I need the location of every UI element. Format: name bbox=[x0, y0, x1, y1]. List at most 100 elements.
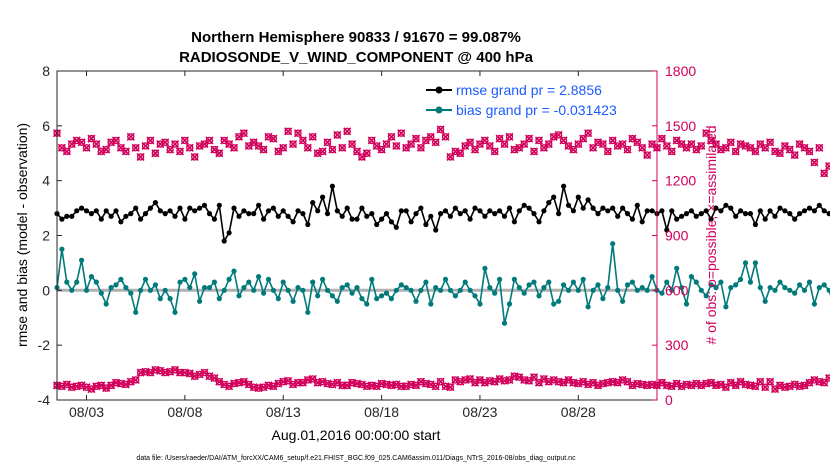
obs-marker bbox=[392, 141, 401, 151]
bias-point bbox=[600, 296, 606, 302]
obs-marker bbox=[215, 149, 224, 158]
rmse-point bbox=[364, 213, 370, 219]
bias-point bbox=[767, 285, 773, 291]
obs-marker bbox=[766, 377, 775, 386]
rmse-point bbox=[379, 216, 385, 222]
bias-point bbox=[118, 276, 124, 282]
bias-point bbox=[728, 285, 734, 291]
y-tick-label-right: 0 bbox=[665, 392, 673, 408]
bias-point bbox=[698, 287, 704, 293]
bias-point bbox=[688, 274, 695, 280]
bias-point bbox=[157, 296, 163, 302]
rmse-point bbox=[374, 221, 380, 228]
rmse-point bbox=[334, 208, 340, 214]
rmse-point bbox=[501, 213, 508, 219]
bias-point bbox=[669, 287, 675, 293]
bias-point bbox=[408, 287, 414, 293]
obs-marker bbox=[520, 140, 529, 149]
bias-point bbox=[147, 287, 153, 293]
obs-marker bbox=[229, 143, 239, 152]
obs-marker bbox=[825, 374, 830, 383]
y-tick-label-right: 300 bbox=[665, 337, 689, 353]
rmse-point bbox=[816, 202, 822, 208]
rmse-point bbox=[728, 205, 734, 211]
bias-point bbox=[138, 287, 144, 293]
rmse-point bbox=[113, 208, 119, 214]
bias-point bbox=[644, 287, 650, 293]
bias-point bbox=[123, 285, 129, 291]
rmse-point bbox=[344, 205, 350, 211]
rmse-point bbox=[585, 197, 591, 203]
y-tick-label-right: 1500 bbox=[665, 118, 696, 134]
obs-marker bbox=[279, 143, 288, 152]
bias-point bbox=[487, 285, 493, 291]
bias-point bbox=[231, 268, 237, 274]
rmse-point bbox=[605, 208, 611, 214]
bias-point bbox=[334, 298, 340, 304]
obs-marker bbox=[525, 134, 534, 143]
rmse-point bbox=[98, 216, 104, 222]
bias-point bbox=[324, 287, 331, 293]
bias-point bbox=[261, 290, 267, 296]
bias-point bbox=[59, 246, 65, 252]
y-axis-label-right: # of obs: o=possible; ×=assimilated bbox=[703, 125, 719, 344]
bias-point bbox=[192, 271, 198, 277]
rmse-point bbox=[462, 208, 468, 214]
bias-point bbox=[693, 279, 699, 285]
obs-marker bbox=[638, 143, 647, 152]
obs-marker bbox=[726, 138, 735, 147]
rmse-point bbox=[516, 208, 522, 214]
bias-point bbox=[142, 276, 149, 282]
y-axis-left: -4 -2 0 2 4 6 8 bbox=[38, 63, 62, 408]
rmse-point bbox=[216, 202, 222, 208]
bias-point bbox=[620, 298, 626, 304]
obs-marker bbox=[731, 147, 740, 156]
bias-point bbox=[772, 287, 778, 293]
bias-point bbox=[477, 301, 483, 307]
rmse-point bbox=[388, 219, 394, 225]
obs-marker bbox=[161, 138, 170, 147]
bias-point bbox=[782, 285, 788, 291]
rmse-point bbox=[211, 216, 217, 222]
bias-point bbox=[256, 274, 262, 280]
rmse-point bbox=[639, 219, 645, 225]
bias-point bbox=[265, 276, 272, 282]
bias-point bbox=[295, 285, 301, 291]
obs-marker bbox=[362, 149, 371, 158]
bias-point bbox=[329, 293, 335, 299]
rmse-point bbox=[521, 202, 527, 208]
rmse-point bbox=[251, 211, 257, 217]
obs-marker bbox=[318, 147, 327, 156]
rmse-point bbox=[757, 208, 763, 214]
obs-marker bbox=[387, 132, 396, 141]
bias-point bbox=[683, 301, 690, 307]
rmse-point bbox=[580, 205, 586, 211]
bias-point bbox=[467, 287, 473, 293]
bias-point bbox=[349, 290, 355, 296]
plot-area bbox=[52, 70, 830, 401]
rmse-point bbox=[187, 205, 193, 211]
x-tick-label: 08/28 bbox=[561, 404, 596, 420]
rmse-point bbox=[275, 213, 281, 219]
bias-point bbox=[226, 276, 232, 282]
bias-point bbox=[501, 320, 508, 326]
rmse-point bbox=[59, 216, 65, 222]
bias-point bbox=[570, 279, 577, 285]
rmse-point bbox=[167, 208, 173, 214]
bias-point bbox=[403, 285, 409, 291]
bias-point bbox=[674, 265, 680, 271]
obs-marker bbox=[298, 136, 307, 145]
obs-marker bbox=[697, 141, 706, 151]
obs-marker bbox=[751, 147, 760, 156]
rmse-point bbox=[792, 216, 798, 222]
obs-marker bbox=[102, 145, 111, 154]
obs-marker bbox=[190, 152, 199, 161]
rmse-point bbox=[821, 208, 827, 214]
rmse-point bbox=[241, 208, 247, 214]
bias-point bbox=[251, 287, 257, 293]
legend-marker-bias bbox=[435, 106, 443, 114]
rmse-point bbox=[118, 219, 124, 225]
bias-point bbox=[821, 282, 827, 288]
bias-point bbox=[241, 285, 247, 291]
bias-point bbox=[447, 287, 453, 293]
